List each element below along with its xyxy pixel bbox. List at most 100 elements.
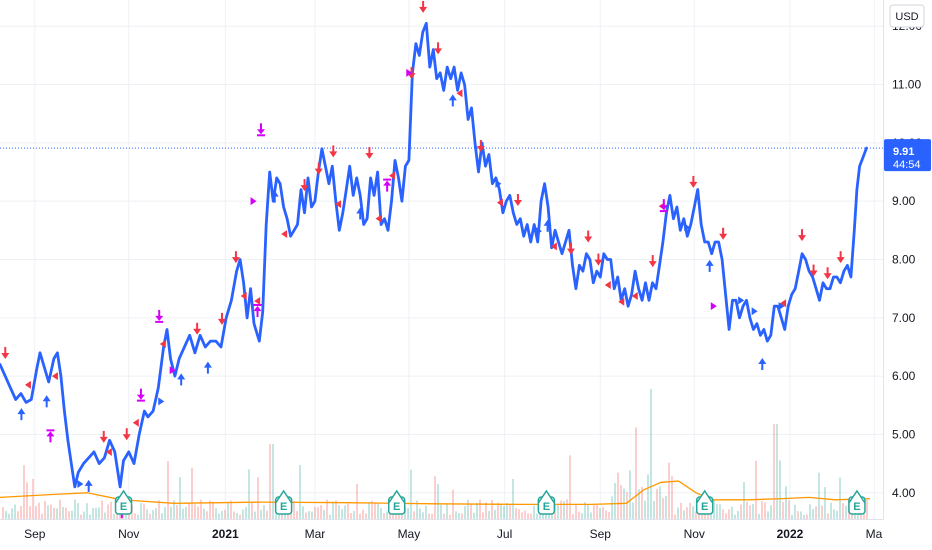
- up-arrow-icon: [356, 207, 365, 220]
- volume-bar: [845, 505, 847, 519]
- volume-bar: [347, 503, 349, 519]
- earnings-icon[interactable]: E: [274, 489, 293, 515]
- svg-text:E: E: [543, 501, 550, 513]
- volume-bar: [101, 500, 103, 519]
- volume-bar: [830, 502, 832, 519]
- volume-bar: [737, 511, 739, 519]
- volume-bar: [359, 513, 361, 519]
- last-price-value: 9.91: [893, 146, 914, 158]
- earnings-icon[interactable]: E: [537, 489, 556, 515]
- up-arrow-icon: [84, 479, 93, 492]
- volume-bar: [527, 513, 529, 519]
- left-triangle-icon: [254, 297, 261, 306]
- volume-bar: [203, 508, 205, 519]
- volume-bar: [191, 467, 193, 519]
- volume-bar: [74, 499, 76, 519]
- volume-bar: [515, 507, 517, 519]
- down-arrow-icon: [809, 264, 818, 277]
- volume-bar: [668, 462, 670, 519]
- volume-bar: [269, 444, 271, 519]
- volume-bar: [665, 495, 667, 519]
- grid: [0, 0, 883, 519]
- volume-bar: [221, 510, 223, 519]
- volume-bar: [134, 513, 136, 519]
- volume-bar: [65, 507, 67, 519]
- left-triangle-icon: [375, 214, 382, 223]
- volume-bar: [839, 477, 841, 519]
- volume-bar: [458, 513, 460, 519]
- volume-bar: [146, 509, 148, 519]
- volume-bar: [746, 501, 748, 519]
- volume-bar: [821, 505, 823, 519]
- earnings-icon[interactable]: E: [387, 489, 406, 515]
- volume-bar: [797, 511, 799, 519]
- split-marker-icon: [257, 123, 265, 137]
- volume-bar: [230, 500, 232, 519]
- volume-bar: [59, 499, 61, 519]
- svg-text:E: E: [280, 501, 287, 513]
- x-tick-label: Nov: [684, 527, 705, 541]
- volume-bar: [602, 506, 604, 519]
- split-triangle-icon: [250, 197, 257, 206]
- volume-bar: [773, 424, 775, 519]
- volume-bar: [251, 502, 253, 519]
- volume-bar: [413, 511, 415, 519]
- down-arrow-icon: [329, 145, 338, 158]
- earnings-icon[interactable]: E: [695, 489, 714, 515]
- volume-bar: [257, 477, 259, 519]
- volume-bar: [467, 499, 469, 519]
- volume-bar: [674, 514, 676, 519]
- volume-bar: [128, 512, 130, 519]
- volume-bar: [629, 470, 631, 519]
- volume-bar: [638, 489, 640, 519]
- x-tick-label: Mar: [305, 527, 326, 541]
- volume-bar: [788, 500, 790, 519]
- split-triangle-icon: [169, 366, 176, 375]
- volume-bar: [626, 491, 628, 519]
- volume-bar: [701, 514, 703, 519]
- volume-bar: [68, 511, 70, 519]
- volume-bar: [179, 477, 181, 519]
- volume-bar: [383, 513, 385, 519]
- volume-bar: [758, 513, 760, 519]
- volume-bar: [17, 511, 19, 519]
- volume-bar: [272, 444, 274, 519]
- volume-bar: [518, 509, 520, 519]
- volume-bar: [491, 499, 493, 519]
- volume-bar: [158, 500, 160, 519]
- volume-bar: [239, 514, 241, 519]
- volume-bar: [317, 507, 319, 519]
- volume-bar: [617, 472, 619, 519]
- volume-bar: [494, 509, 496, 519]
- volume-bar: [56, 508, 58, 519]
- volume-bar: [5, 511, 7, 519]
- volume-bar: [224, 509, 226, 519]
- volume-bar: [650, 389, 652, 519]
- down-arrow-icon: [193, 322, 202, 335]
- split-triangle-icon: [710, 302, 717, 311]
- volume-bar: [641, 486, 643, 519]
- earnings-icon[interactable]: E: [848, 489, 866, 515]
- y-tick-label: 7.00: [892, 311, 916, 325]
- volume-bar: [323, 510, 325, 519]
- volume-bar: [350, 513, 352, 519]
- price-axis: 12.0011.0010.009.008.007.006.005.004.00: [892, 19, 922, 500]
- down-arrow-icon: [689, 175, 698, 188]
- volume-bar: [725, 513, 727, 519]
- volume-bar: [332, 501, 334, 519]
- volume-bar: [647, 474, 649, 519]
- volume-bar: [464, 505, 466, 519]
- left-triangle-icon: [389, 171, 396, 180]
- volume-bar: [803, 514, 805, 519]
- volume-bar: [98, 507, 100, 519]
- volume-bar: [14, 504, 16, 519]
- volume-bar: [188, 503, 190, 519]
- volume-bar: [266, 510, 268, 519]
- signal-markers: [1, 0, 845, 519]
- volume-bar: [779, 460, 781, 519]
- down-arrow-icon: [594, 253, 603, 266]
- currency-label[interactable]: USD: [889, 4, 925, 28]
- earnings-icon[interactable]: E: [114, 489, 133, 515]
